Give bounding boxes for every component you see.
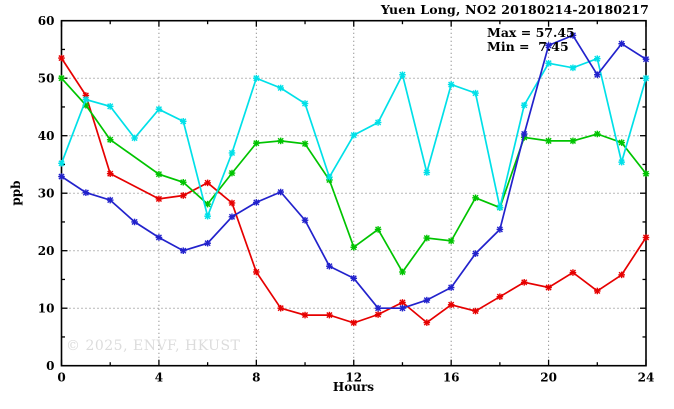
y-tick-label: 20 bbox=[38, 244, 55, 258]
tick-labels: 0 4 8 12 16 20 24 0 10 20 30 40 50 60 bbox=[38, 14, 655, 385]
x-tick-label: 16 bbox=[443, 371, 460, 385]
x-tick-label: 8 bbox=[252, 371, 260, 385]
line-red bbox=[58, 54, 650, 327]
line-cyan-markers bbox=[58, 55, 650, 220]
x-tick-label: 24 bbox=[638, 371, 655, 385]
min-annotation: Min = 7.45 bbox=[487, 39, 569, 54]
line-red-path bbox=[60, 57, 647, 324]
line-blue-path bbox=[61, 34, 647, 310]
y-tick-label: 10 bbox=[38, 302, 55, 316]
y-tick-label: 50 bbox=[38, 72, 55, 86]
max-min-annotation: Max = 57.45 Min = 7.45 bbox=[487, 26, 575, 54]
tick-marks bbox=[60, 20, 647, 367]
line-green-path bbox=[60, 77, 647, 274]
x-tick-label: 4 bbox=[155, 371, 163, 385]
max-annotation: Max = 57.45 bbox=[487, 25, 575, 40]
line-red-markers bbox=[58, 54, 650, 327]
x-tick-label: 20 bbox=[540, 371, 557, 385]
y-axis-label: ppb bbox=[9, 180, 23, 206]
line-blue-markers bbox=[58, 32, 650, 312]
y-tick-label: 0 bbox=[46, 359, 54, 373]
line-cyan bbox=[58, 55, 650, 220]
x-tick-label: 12 bbox=[345, 371, 362, 385]
x-axis-label: Hours bbox=[332, 380, 375, 394]
watermark: © 2025, ENVF, HKUST bbox=[66, 338, 241, 354]
y-tick-label: 60 bbox=[38, 14, 55, 28]
y-tick-label: 30 bbox=[38, 187, 55, 201]
y-tick-label: 40 bbox=[38, 129, 55, 143]
chart-title: Yuen Long, NO2 20180214-20180217 bbox=[380, 2, 649, 17]
x-tick-label: 0 bbox=[57, 371, 65, 385]
line-blue bbox=[58, 32, 650, 312]
